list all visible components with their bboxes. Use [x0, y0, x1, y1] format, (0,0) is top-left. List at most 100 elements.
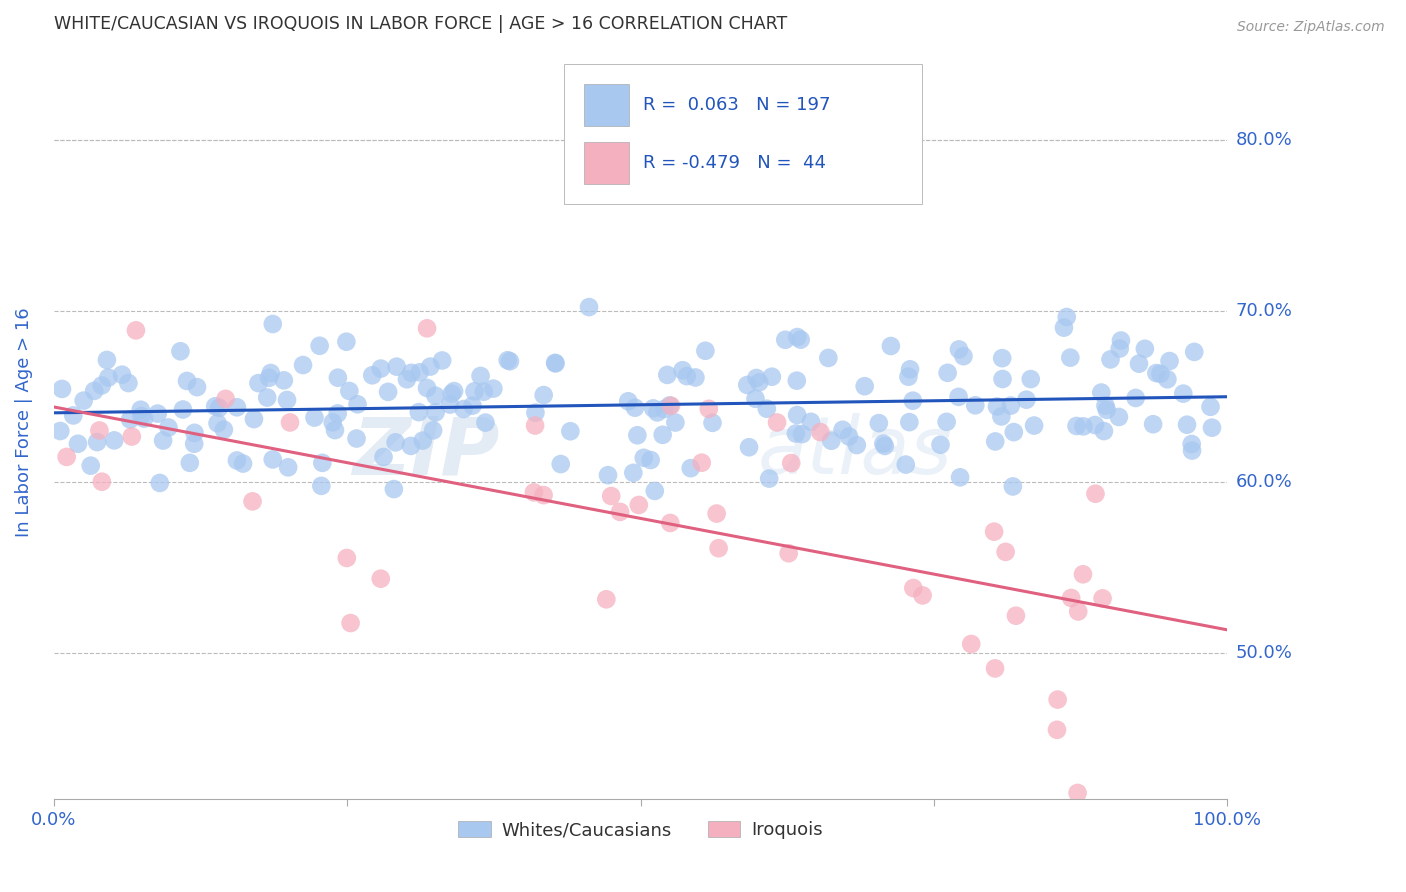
- FancyBboxPatch shape: [585, 85, 628, 126]
- Point: [965, 398, 987, 412]
- Point: [1059, 351, 1081, 365]
- Point: [172, 402, 194, 417]
- Point: [986, 400, 1008, 414]
- Point: [790, 427, 813, 442]
- Point: [659, 516, 682, 530]
- Point: [1156, 372, 1178, 386]
- Point: [179, 456, 201, 470]
- Point: [948, 390, 970, 404]
- Point: [131, 409, 153, 424]
- Point: [273, 373, 295, 387]
- Point: [335, 334, 357, 349]
- Point: [1199, 400, 1222, 414]
- Text: WHITE/CAUCASIAN VS IROQUOIS IN LABOR FORCE | AGE > 16 CORRELATION CHART: WHITE/CAUCASIAN VS IROQUOIS IN LABOR FOR…: [53, 15, 787, 33]
- Point: [1001, 479, 1024, 493]
- Point: [898, 415, 921, 429]
- Point: [627, 498, 650, 512]
- Point: [901, 393, 924, 408]
- Point: [675, 369, 697, 384]
- Point: [399, 439, 422, 453]
- Point: [416, 321, 439, 335]
- Point: [412, 434, 434, 448]
- Point: [1201, 420, 1223, 434]
- Point: [1182, 344, 1205, 359]
- Point: [276, 392, 298, 407]
- Text: 80.0%: 80.0%: [1236, 131, 1292, 149]
- Point: [1125, 391, 1147, 405]
- Point: [129, 402, 152, 417]
- Point: [204, 400, 226, 414]
- Point: [831, 423, 853, 437]
- Point: [697, 401, 720, 416]
- Point: [657, 368, 679, 382]
- Point: [897, 369, 920, 384]
- Point: [311, 456, 333, 470]
- Point: [758, 472, 780, 486]
- Text: Source: ZipAtlas.com: Source: ZipAtlas.com: [1237, 20, 1385, 34]
- Point: [808, 425, 831, 439]
- Point: [430, 353, 453, 368]
- Point: [1095, 402, 1118, 417]
- Point: [1066, 419, 1088, 434]
- Point: [55, 450, 77, 464]
- Point: [817, 351, 839, 365]
- Point: [422, 423, 444, 437]
- Point: [134, 411, 156, 425]
- Point: [949, 470, 972, 484]
- Point: [408, 405, 430, 419]
- Point: [461, 399, 484, 413]
- Point: [1015, 392, 1038, 407]
- Point: [898, 362, 921, 376]
- Point: [186, 380, 208, 394]
- Point: [533, 388, 555, 402]
- Point: [1092, 424, 1115, 438]
- Point: [453, 402, 475, 417]
- Point: [786, 408, 808, 422]
- Point: [1149, 367, 1171, 381]
- Point: [1181, 437, 1204, 451]
- Point: [322, 416, 344, 430]
- Point: [385, 359, 408, 374]
- Point: [664, 416, 686, 430]
- Point: [183, 425, 205, 440]
- Point: [111, 368, 134, 382]
- Point: [346, 397, 368, 411]
- Point: [214, 392, 236, 406]
- Point: [1108, 342, 1130, 356]
- Point: [1084, 418, 1107, 433]
- Point: [786, 330, 808, 344]
- Point: [647, 405, 669, 419]
- Text: R =  0.063   N = 197: R = 0.063 N = 197: [643, 96, 831, 114]
- Legend: Whites/Caucasians, Iroquois: Whites/Caucasians, Iroquois: [451, 814, 830, 847]
- Point: [120, 412, 142, 426]
- Point: [51, 382, 73, 396]
- Point: [778, 546, 800, 560]
- Point: [96, 353, 118, 368]
- Point: [679, 461, 702, 475]
- Point: [617, 394, 640, 409]
- Point: [384, 435, 406, 450]
- Point: [1091, 591, 1114, 606]
- Point: [339, 615, 361, 630]
- Point: [952, 349, 974, 363]
- Point: [401, 366, 423, 380]
- Point: [243, 412, 266, 426]
- Point: [868, 416, 890, 430]
- Point: [990, 409, 1012, 424]
- Point: [62, 409, 84, 423]
- Point: [242, 494, 264, 508]
- Point: [544, 356, 567, 370]
- Point: [766, 416, 789, 430]
- Point: [873, 439, 896, 453]
- Point: [644, 483, 666, 498]
- Point: [326, 370, 349, 384]
- Point: [994, 545, 1017, 559]
- Point: [326, 407, 349, 421]
- Point: [1073, 419, 1095, 434]
- Point: [262, 317, 284, 331]
- Point: [97, 370, 120, 384]
- Point: [149, 475, 172, 490]
- Point: [292, 358, 315, 372]
- Point: [1128, 357, 1150, 371]
- Point: [652, 402, 675, 417]
